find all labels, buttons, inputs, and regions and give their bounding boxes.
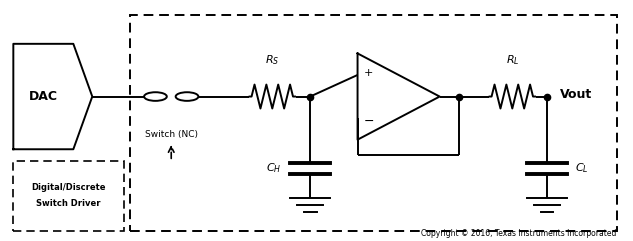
Text: $C_L$: $C_L$ xyxy=(575,161,589,175)
Text: DAC: DAC xyxy=(29,90,58,103)
Text: $R_L$: $R_L$ xyxy=(506,54,519,67)
Text: Copyright © 2016, Texas Instruments Incorporated: Copyright © 2016, Texas Instruments Inco… xyxy=(421,229,617,238)
Text: Vout: Vout xyxy=(560,88,592,101)
Text: +: + xyxy=(364,68,373,78)
Text: Digital/Discrete: Digital/Discrete xyxy=(32,183,106,192)
Text: $-$: $-$ xyxy=(363,114,375,127)
Text: Switch Driver: Switch Driver xyxy=(36,199,101,208)
Text: $R_S$: $R_S$ xyxy=(265,54,280,67)
Text: Switch (NC): Switch (NC) xyxy=(145,130,197,139)
Text: $C_H$: $C_H$ xyxy=(266,161,282,175)
